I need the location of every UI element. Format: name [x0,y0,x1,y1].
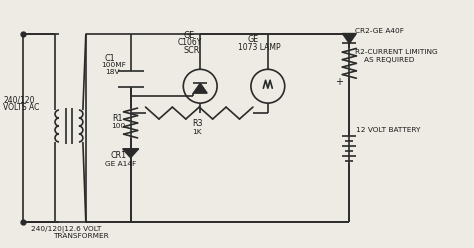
Text: 18V: 18V [105,69,119,75]
Text: R2-CURRENT LIMITING: R2-CURRENT LIMITING [356,49,438,55]
Text: 240/120: 240/120 [3,96,35,105]
Text: 12 VOLT BATTERY: 12 VOLT BATTERY [356,127,421,133]
Text: 100: 100 [111,123,125,129]
Polygon shape [342,33,356,43]
Text: R1: R1 [113,114,123,123]
Text: CR2-GE A40F: CR2-GE A40F [356,28,404,33]
Text: SCR: SCR [183,46,200,55]
Text: VOLTS AC: VOLTS AC [3,103,40,112]
Text: GE A14F: GE A14F [105,161,136,167]
Text: C1: C1 [105,54,115,63]
Text: AS REQUIRED: AS REQUIRED [365,57,415,63]
Text: R3: R3 [192,120,203,128]
Text: GE: GE [248,35,259,44]
Text: 100MF: 100MF [101,62,126,68]
Text: +: + [336,77,344,87]
Polygon shape [193,83,207,93]
Text: CR1: CR1 [111,151,127,160]
Text: 1073 LAMP: 1073 LAMP [238,43,281,52]
Text: GE: GE [183,31,194,40]
Text: C106Y: C106Y [177,38,202,47]
Text: 1K: 1K [192,129,202,135]
Text: TRANSFORMER: TRANSFORMER [53,233,109,239]
Text: 240/120|12.6 VOLT: 240/120|12.6 VOLT [31,226,101,233]
Polygon shape [123,149,138,158]
